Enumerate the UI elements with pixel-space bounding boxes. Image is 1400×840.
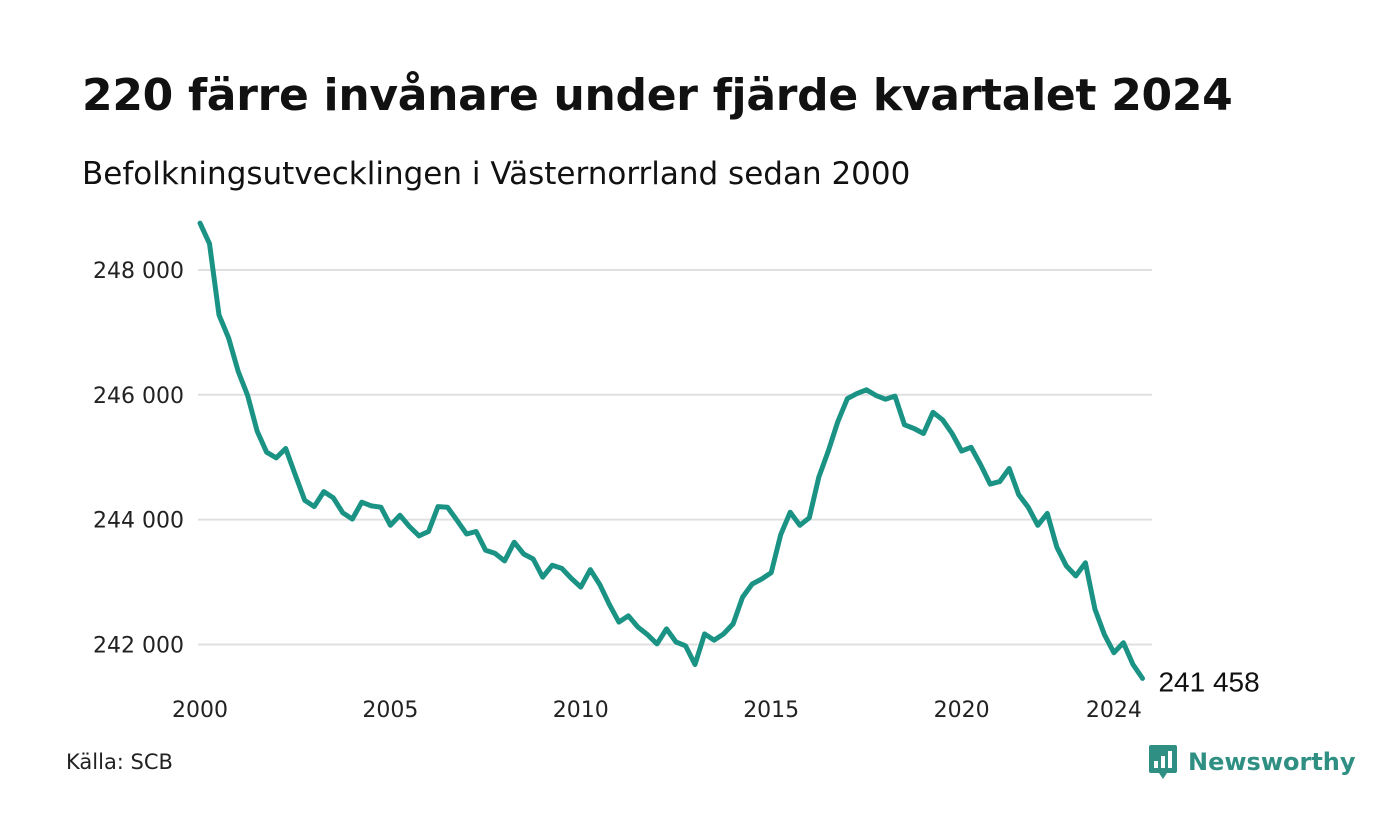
newsworthy-logo-icon: [1149, 745, 1177, 779]
x-tick-label: 2015: [743, 698, 799, 723]
x-axis: 2000 2005 2010 2015 2020 2024: [172, 698, 1142, 723]
x-tick-label: 2020: [934, 698, 990, 723]
gridlines: [198, 268, 1152, 646]
source-note: Källa: SCB: [66, 750, 173, 774]
series-line: [197, 220, 1145, 681]
chart-subtitle: Befolkningsutvecklingen i Västernorrland…: [82, 156, 911, 192]
y-tick-label: 242 000: [93, 634, 184, 659]
chart-title: 220 färre invånare under fjärde kvartale…: [82, 70, 1233, 121]
y-tick-label: 244 000: [93, 509, 184, 534]
y-tick-label: 246 000: [93, 384, 184, 409]
x-tick-label: 2024: [1086, 698, 1142, 723]
x-tick-label: 2005: [362, 698, 418, 723]
brand-name: Newsworthy: [1188, 748, 1356, 776]
x-tick-label: 2010: [553, 698, 609, 723]
annotations: 241 458: [1158, 666, 1259, 697]
y-tick-label: 248 000: [93, 259, 184, 284]
brand-logo: Newsworthy: [1148, 742, 1356, 782]
series-layer: [197, 220, 1145, 681]
x-tick-label: 2000: [172, 698, 228, 723]
y-axis: 242 000 244 000 246 000 248 000: [93, 259, 184, 659]
end-value-label: 241 458: [1158, 666, 1259, 697]
